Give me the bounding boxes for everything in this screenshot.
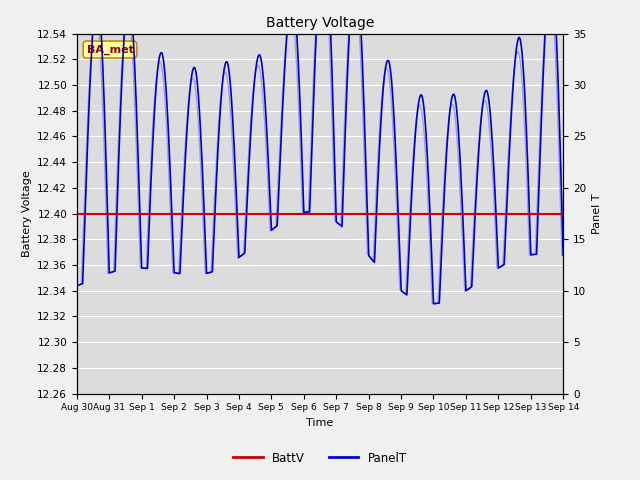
X-axis label: Time: Time — [307, 418, 333, 428]
Text: BA_met: BA_met — [86, 44, 133, 55]
Title: Battery Voltage: Battery Voltage — [266, 16, 374, 30]
Y-axis label: Battery Voltage: Battery Voltage — [22, 170, 31, 257]
Legend: BattV, PanelT: BattV, PanelT — [228, 447, 412, 469]
Y-axis label: Panel T: Panel T — [592, 193, 602, 234]
